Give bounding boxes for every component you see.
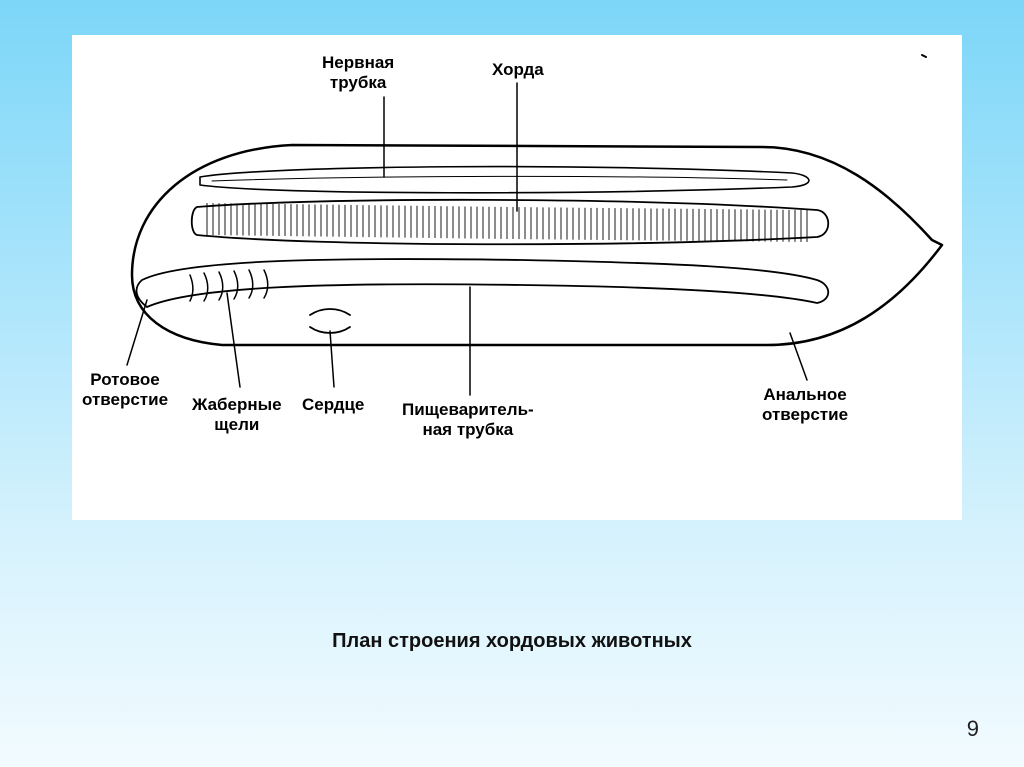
- slide: Нервная трубка Хорда Ротовое отверстие Ж…: [0, 0, 1024, 767]
- label-anus: Анальное отверстие: [762, 385, 848, 424]
- label-mouth: Ротовое отверстие: [82, 370, 168, 409]
- label-notochord: Хорда: [492, 60, 544, 80]
- page-number: 9: [967, 716, 979, 742]
- slide-caption: План строения хордовых животных: [0, 630, 1024, 653]
- diagram-panel: Нервная трубка Хорда Ротовое отверстие Ж…: [72, 35, 962, 520]
- label-digestive-tube: Пищеваритель- ная трубка: [402, 400, 534, 439]
- label-heart: Сердце: [302, 395, 364, 415]
- chordate-diagram: [72, 35, 962, 520]
- label-neural-tube: Нервная трубка: [322, 53, 394, 92]
- label-gill-slits: Жаберные щели: [192, 395, 282, 434]
